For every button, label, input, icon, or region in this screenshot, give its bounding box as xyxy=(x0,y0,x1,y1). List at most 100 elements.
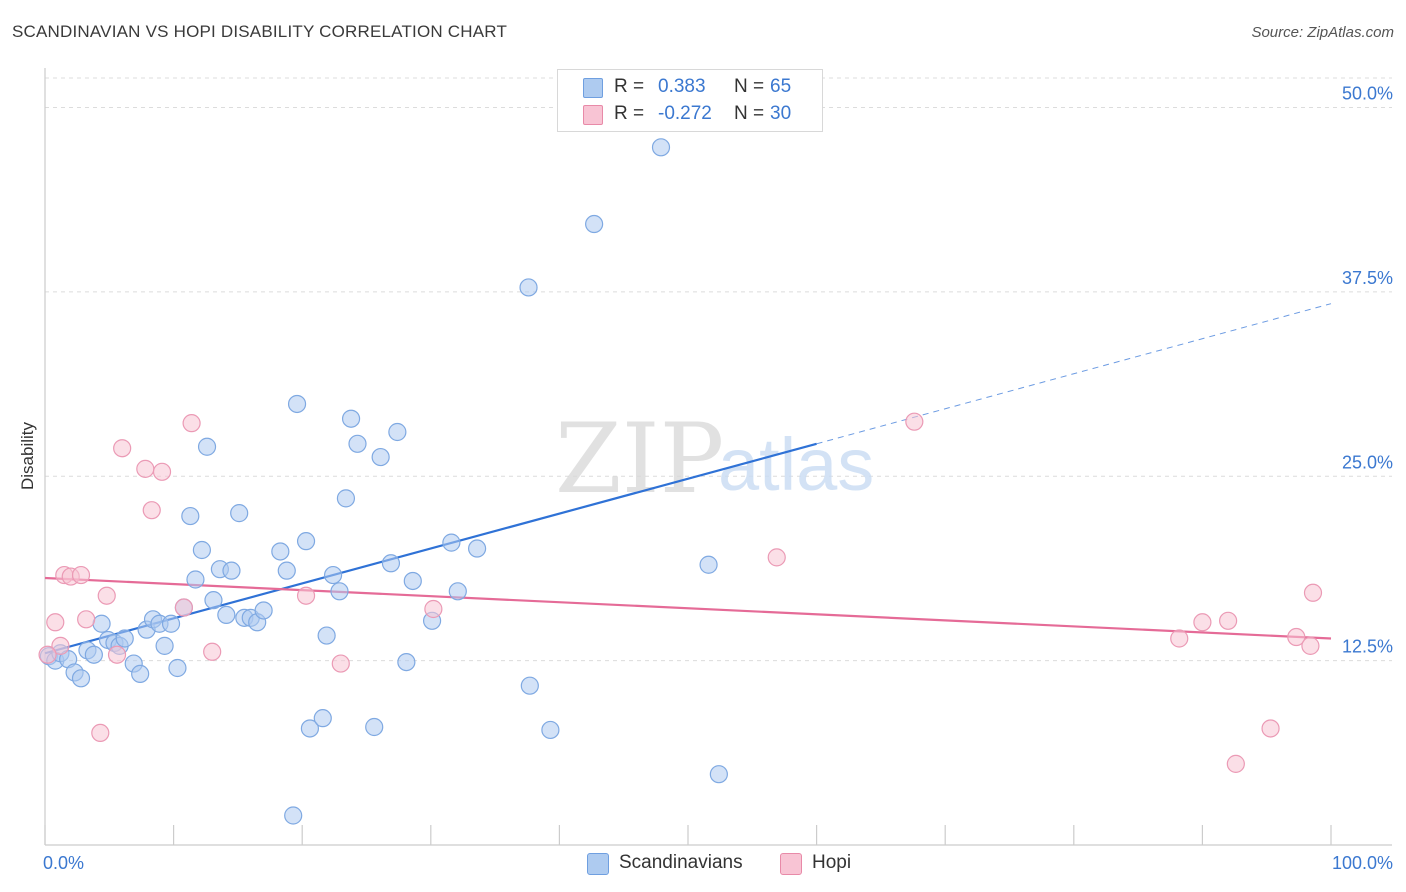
axes xyxy=(44,68,1392,846)
hopi-point xyxy=(152,462,172,481)
scandinavians-point xyxy=(448,582,467,601)
hopi-point xyxy=(51,636,70,655)
hopi-point xyxy=(767,548,786,567)
hopi-point xyxy=(203,642,222,661)
scandinavians-point xyxy=(131,664,150,684)
n-value: 65 xyxy=(770,76,792,97)
source-credit: Source: ZipAtlas.com xyxy=(1251,24,1394,41)
scandinavians-point xyxy=(323,565,343,585)
scandinavians-point xyxy=(217,605,236,625)
watermark-zip: ZIP xyxy=(555,403,724,515)
hopi-point xyxy=(1193,613,1212,632)
hopi-point xyxy=(91,723,110,743)
hopi-point xyxy=(113,439,132,458)
chart-title: SCANDINAVIAN VS HOPI DISABILITY CORRELAT… xyxy=(12,22,508,41)
scandinavians-point xyxy=(348,434,367,453)
scandinavians-point xyxy=(284,806,303,825)
legend-label: Scandinavians xyxy=(619,852,743,873)
legend-swatch-hopi xyxy=(780,853,802,875)
correlation-legend: R = 0.383 N = 65 R = -0.272 N = 30 xyxy=(557,69,823,132)
scandinavians-point xyxy=(541,720,560,740)
legend-swatch-scandinavians xyxy=(583,78,603,98)
scandinavians-point xyxy=(585,214,604,234)
scandinavians-point xyxy=(317,626,336,645)
scandinavians-point xyxy=(271,542,290,561)
scandinavians-point xyxy=(92,614,111,633)
scandinavians-point xyxy=(313,709,332,728)
n-value: 30 xyxy=(770,103,792,124)
hopi-point xyxy=(38,645,57,664)
hopi-point xyxy=(1170,629,1189,648)
scandinavians-point xyxy=(204,591,223,610)
scandinavians-point xyxy=(381,554,401,573)
scandinavians-point xyxy=(277,561,296,580)
scandinavians-point xyxy=(467,539,487,558)
scandinavians-point xyxy=(115,629,134,648)
scandinavians-point xyxy=(365,717,384,737)
scandinavians-point xyxy=(388,422,407,442)
hopi-point xyxy=(46,613,65,632)
scandinavians-point xyxy=(520,676,539,695)
scandinavians-point xyxy=(181,506,200,526)
scandinavians-point xyxy=(442,533,461,552)
hopi-point xyxy=(1261,719,1280,738)
scandinavians-point xyxy=(300,719,320,738)
x-tick-label: 0.0% xyxy=(43,853,84,873)
scandinavians-point xyxy=(71,669,91,688)
hopi-point xyxy=(905,412,924,431)
hopi-point xyxy=(142,501,161,520)
scandinavians-point xyxy=(161,614,181,633)
hopi-point xyxy=(1301,636,1320,655)
r-value: 0.383 xyxy=(658,76,706,97)
scandinavians-point xyxy=(197,437,217,456)
hopi-point xyxy=(1287,627,1306,647)
hopi-point xyxy=(77,610,96,629)
scandinavians-point xyxy=(155,636,174,655)
r-label: R = xyxy=(614,76,645,97)
hopi-point xyxy=(424,599,443,619)
scandinavians-point xyxy=(230,504,249,523)
scandinavians-point xyxy=(330,582,349,601)
y-tick-label: 25.0% xyxy=(1342,452,1393,472)
legend-swatch-hopi xyxy=(583,105,603,125)
scandinavians-point xyxy=(341,409,361,428)
scandinavians-point xyxy=(336,489,356,508)
watermark: ZIP atlas xyxy=(555,403,874,515)
y-axis-label: Disability xyxy=(18,421,37,491)
r-value: -0.272 xyxy=(658,103,712,124)
legend-row-hopi: R = -0.272 N = 30 xyxy=(558,101,822,127)
trendlines xyxy=(44,303,1332,655)
legend-row-scandinavians: R = 0.383 N = 65 xyxy=(558,74,822,100)
hopi-point xyxy=(331,654,350,673)
scandinavians-point xyxy=(287,394,307,414)
hopi-point xyxy=(71,565,91,585)
scandinavians-point xyxy=(254,601,273,620)
legend-swatch-scandinavians xyxy=(587,853,609,875)
scandinavians-point xyxy=(371,447,390,467)
hopi-point xyxy=(182,414,201,433)
scandinavians-point xyxy=(186,570,205,589)
data-points xyxy=(38,138,1323,825)
scandinavians-point xyxy=(519,278,538,297)
hopi-point xyxy=(136,459,155,478)
grid xyxy=(45,77,1392,662)
scandinavians-point xyxy=(296,532,316,551)
hopi-trendline xyxy=(44,576,1332,640)
r-label: R = xyxy=(614,103,645,124)
scandinavians-point xyxy=(222,561,241,580)
hopi-point xyxy=(107,645,127,664)
tick-labels: 12.5% 25.0% 37.5% 50.0% 0.0% 100.0% xyxy=(43,84,1393,874)
hopi-point xyxy=(1226,754,1245,773)
hopi-point xyxy=(97,586,116,605)
scandinavians-point xyxy=(168,658,187,678)
n-label: N = xyxy=(734,76,765,97)
scandinavians-point xyxy=(84,645,103,664)
scandinavians-point xyxy=(699,555,718,574)
hopi-point xyxy=(1219,611,1238,630)
scandinavians-point xyxy=(192,540,211,560)
y-tick-label: 50.0% xyxy=(1342,84,1393,104)
y-tick-label: 12.5% xyxy=(1342,637,1393,657)
n-label: N = xyxy=(734,103,765,124)
x-tick-label: 100.0% xyxy=(1332,853,1393,873)
